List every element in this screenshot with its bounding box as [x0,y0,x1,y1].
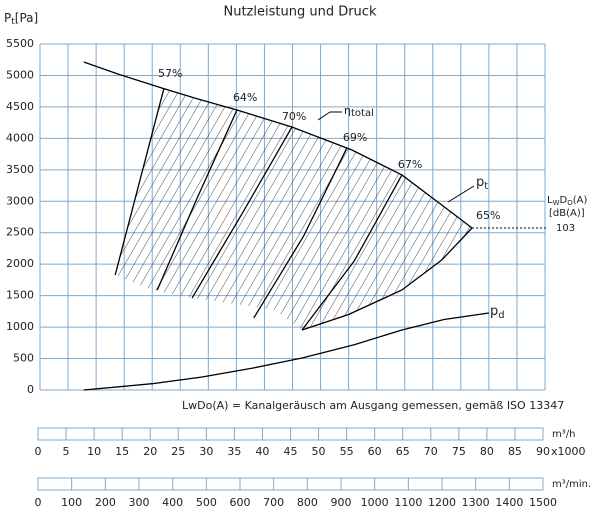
y-tick-label: 3500 [6,163,34,176]
scale-tick-label: 0 [35,496,42,509]
scale-tick-label: 20 [143,445,157,458]
scale-tick-label: 50 [312,445,326,458]
scale-bar [37,477,544,491]
efficiency-label: 64% [233,91,257,104]
scale-tick-label: 200 [95,496,116,509]
y-tick-label: 500 [13,352,34,365]
efficiency-label: 70% [282,110,306,123]
scale-tick-label: 90 [536,445,550,458]
efficiency-line [114,87,165,276]
curve [83,61,473,229]
y-tick-label: 5500 [6,37,34,50]
efficiency-total-label: ηtotal [344,104,374,119]
y-tick-label: 5000 [6,68,34,81]
scale-tick-label: 5 [63,445,70,458]
scale-tick-label: 45 [284,445,298,458]
scale-tick-label: 25 [171,445,185,458]
y-tick-label: 2000 [6,257,34,270]
scale-tick-label: 0 [35,445,42,458]
y-tick-label: 3000 [6,194,34,207]
leader-line [447,185,475,203]
scale-tick-label: 300 [129,496,150,509]
scale-tick-label: 800 [297,496,318,509]
y-label-subscript: t [11,17,15,27]
curve [83,312,489,391]
scale-unit: m³/min. [552,479,591,490]
scale-tick-label: 1100 [394,496,422,509]
efficiency-line [301,174,403,331]
scale-tick-label: 65 [396,445,410,458]
noise-label-part: O [567,199,573,207]
scale-tick-label: 1000 [361,496,389,509]
efficiency-label: 57% [158,67,182,80]
efficiency-line [301,227,473,331]
curve-label-symbol: p [476,175,484,190]
y-tick-label: 1500 [6,289,34,302]
noise-label: LWDO(A) [547,195,587,207]
scale-tick-label: 400 [162,496,183,509]
noise-value: 103 [556,223,575,234]
eta-text: total [351,108,374,119]
scale-tick-label: 1400 [495,496,523,509]
scale-tick-label: 70 [424,445,438,458]
scale-tick-label: 30 [199,445,213,458]
scale-tick-label: 700 [263,496,284,509]
operating-region [115,88,473,330]
y-label-unit: [Pa] [15,11,38,25]
noise-label-part: (A) [573,195,588,206]
scale-tick-label: 500 [196,496,217,509]
efficiency-line [253,147,348,319]
efficiency-line [156,109,238,291]
scale-tick-label: 75 [452,445,466,458]
scale-tick-label: 85 [508,445,522,458]
eta-symbol: η [344,104,351,117]
efficiency-line [191,126,293,299]
curve-label-symbol: p [490,304,498,319]
noise-label-part: L [547,195,553,206]
scale-tick-label: 600 [230,496,251,509]
y-label-symbol: P [4,11,11,25]
noise-unit: [dB(A)] [549,208,585,219]
curve-label: pt [476,175,488,193]
scale-multiplier: x1000 [551,445,586,458]
noise-label-part: W [553,199,560,207]
noise-label-part: D [560,195,568,206]
scale-tick-label: 80 [480,445,494,458]
chart-title: Nutzleistung und Druck [224,5,377,20]
scale-tick-label: 15 [115,445,129,458]
efficiency-label: 67% [398,158,422,171]
curve-label-subscript: d [498,310,504,321]
scale-tick-label: 1200 [428,496,456,509]
y-tick-label: 2500 [6,226,34,239]
scale-tick-label: 100 [61,496,82,509]
efficiency-label: 65% [476,209,500,222]
scale-tick-label: 35 [227,445,241,458]
efficiency-label: 69% [343,131,367,144]
scale-tick-label: 900 [331,496,352,509]
y-tick-label: 4000 [6,131,34,144]
y-axis-label: Pt[Pa] [4,11,38,27]
curve-label: pd [490,304,505,322]
scale-tick-label: 10 [87,445,101,458]
y-tick-label: 0 [27,383,34,396]
leader-line [317,111,331,121]
y-tick-label: 1000 [6,320,34,333]
noise-annotation: LWDO(A) [dB(A)] [547,195,587,219]
scale-tick-label: 60 [368,445,382,458]
scale-tick-label: 55 [340,445,354,458]
scale-tick-label: 1300 [462,496,490,509]
scale-tick-label: 1500 [529,496,557,509]
curve-label-subscript: t [484,181,488,192]
scale-unit: m³/h [552,429,575,440]
scale-tick-label: 40 [255,445,269,458]
footnote: LwDo(A) = Kanalgeräusch am Ausgang gemes… [182,399,564,412]
y-tick-label: 4500 [6,100,34,113]
